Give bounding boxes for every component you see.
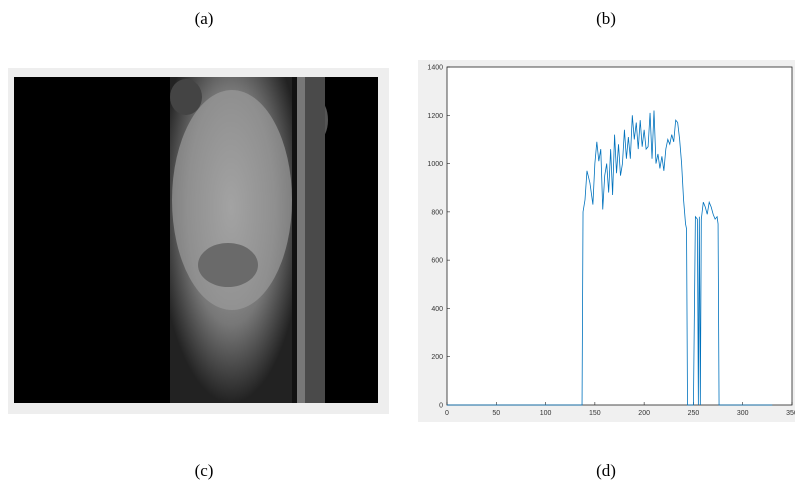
x-tick-label: 350 [786,410,795,417]
x-tick-label: 100 [540,410,552,417]
y-tick-label: 600 [431,258,443,265]
x-tick-label: 50 [492,410,500,417]
x-tick-label: 300 [737,410,749,417]
x-tick-label: 0 [445,410,449,417]
x-tick-label: 150 [589,410,601,417]
y-tick-label: 1200 [427,113,443,120]
y-tick-label: 0 [439,403,443,410]
data-line [447,110,773,406]
panel-label: (b) [596,9,616,28]
y-tick-label: 200 [431,354,443,361]
panel-label: (a) [195,9,214,28]
x-tick-label: 250 [688,410,700,417]
y-tick-label: 400 [431,306,443,313]
cow-image [8,68,389,414]
y-tick-label: 800 [431,209,443,216]
y-tick-label: 1400 [427,65,443,72]
x-tick-label: 200 [638,410,650,417]
panel-label: (c) [195,461,214,480]
y-tick-label: 1000 [427,161,443,168]
panel-label: (d) [596,461,616,480]
axes [446,66,793,406]
